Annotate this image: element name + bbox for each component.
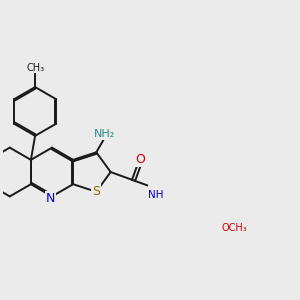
Text: N: N — [46, 192, 55, 205]
Text: CH₃: CH₃ — [26, 63, 44, 73]
Text: NH₂: NH₂ — [94, 129, 115, 140]
Text: OCH₃: OCH₃ — [221, 223, 247, 233]
Text: O: O — [135, 153, 145, 166]
Text: S: S — [92, 185, 100, 198]
Text: NH: NH — [148, 190, 163, 200]
